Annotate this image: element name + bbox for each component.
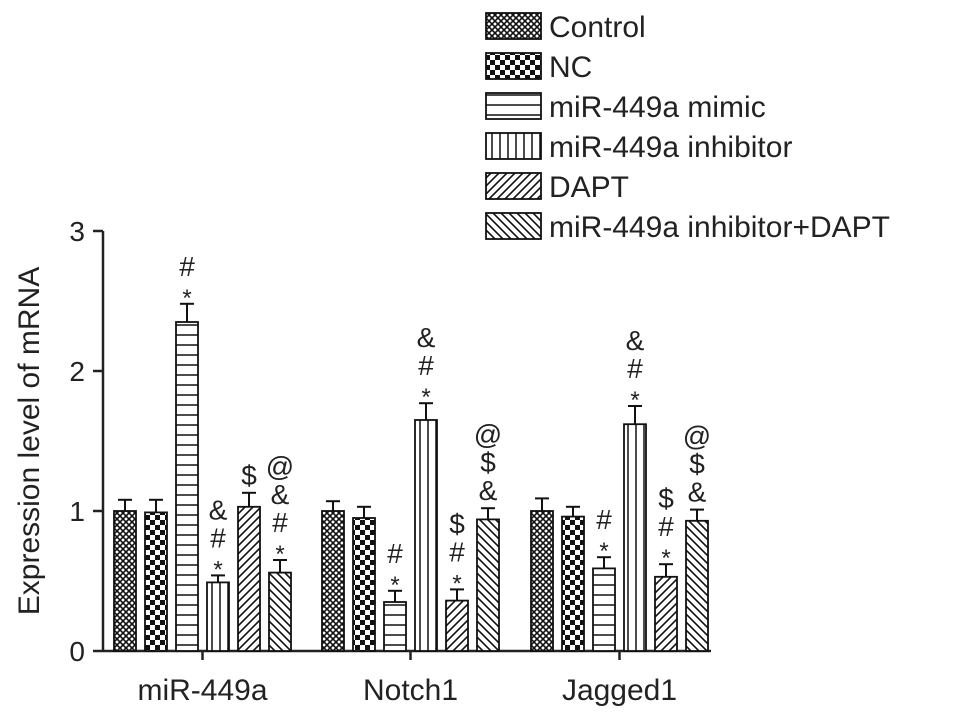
category-label: Notch1 bbox=[363, 674, 458, 707]
bar bbox=[206, 581, 230, 652]
y-tick-label: 3 bbox=[69, 216, 85, 247]
legend-label: NC bbox=[549, 51, 592, 84]
significance-mark: # bbox=[418, 350, 434, 381]
significance-mark: & bbox=[271, 479, 290, 510]
significance-mark: * bbox=[599, 538, 608, 565]
significance-mark: & bbox=[479, 475, 498, 506]
legend-swatch bbox=[485, 132, 542, 160]
category-label: miR-449a bbox=[137, 674, 267, 707]
bar bbox=[685, 519, 709, 652]
significance-mark: * bbox=[630, 387, 639, 414]
significance-mark: $ bbox=[658, 483, 674, 514]
bar bbox=[414, 419, 438, 652]
bar bbox=[237, 505, 261, 652]
legend-swatch bbox=[485, 52, 542, 80]
bars: *#*# *#*#&*#&*#&$*#$*#$*#&@&$@&$@ bbox=[113, 251, 711, 652]
legend-label: miR-449a mimic bbox=[549, 91, 766, 124]
y-tick-label: 1 bbox=[69, 496, 85, 527]
y-axis-label: Expression level of mRNA bbox=[13, 267, 46, 615]
significance-mark: & bbox=[417, 322, 436, 353]
bar bbox=[268, 571, 292, 652]
significance-mark: * bbox=[182, 285, 191, 312]
legend: Control NC miR-449a mimic miR-449a inhibito… bbox=[485, 11, 890, 244]
bar bbox=[530, 510, 554, 652]
category-label: Jagged1 bbox=[562, 674, 677, 707]
significance-mark: $ bbox=[449, 508, 465, 539]
bar bbox=[654, 575, 678, 652]
legend-label: miR-449a inhibitor bbox=[549, 131, 792, 164]
axes: 0 1 2 3 Expression level of mRNA miR-449a Notc… bbox=[13, 216, 711, 707]
significance-mark: & bbox=[626, 325, 645, 356]
bar bbox=[144, 511, 168, 652]
significance-mark: @ bbox=[474, 419, 502, 450]
significance-mark: * bbox=[452, 570, 461, 597]
legend-label: miR-449a inhibitor+DAPT bbox=[549, 211, 890, 244]
bar bbox=[476, 518, 500, 652]
significance-mark: $ bbox=[480, 447, 496, 478]
legend-swatch bbox=[485, 172, 542, 200]
significance-mark: # bbox=[179, 251, 195, 282]
significance-mark: @ bbox=[683, 421, 711, 452]
y-tick-label: 2 bbox=[69, 356, 85, 387]
legend-label: Control bbox=[549, 11, 646, 44]
significance-mark: * bbox=[390, 572, 399, 599]
significance-mark: # bbox=[658, 511, 674, 542]
significance-mark: # bbox=[596, 504, 612, 535]
significance-mark: * bbox=[275, 541, 284, 568]
significance-mark: # bbox=[272, 507, 288, 538]
legend-label: DAPT bbox=[549, 171, 629, 204]
significance-mark: * bbox=[213, 556, 222, 583]
bar bbox=[445, 599, 469, 652]
significance-mark: # bbox=[449, 536, 465, 567]
bar bbox=[561, 515, 585, 652]
significance-mark: $ bbox=[689, 449, 705, 480]
legend-swatch bbox=[485, 92, 542, 120]
bar bbox=[592, 567, 616, 652]
bar bbox=[352, 517, 376, 652]
bar bbox=[113, 510, 137, 652]
bar bbox=[321, 510, 345, 652]
legend-swatch bbox=[485, 212, 542, 240]
bar bbox=[175, 321, 199, 652]
legend-swatch bbox=[485, 12, 542, 40]
significance-mark: # bbox=[210, 522, 226, 553]
significance-mark: * bbox=[421, 384, 430, 411]
y-tick-label: 0 bbox=[69, 636, 85, 667]
significance-mark: $ bbox=[241, 460, 257, 491]
significance-mark: # bbox=[387, 538, 403, 569]
significance-mark: # bbox=[627, 353, 643, 384]
significance-mark: & bbox=[688, 477, 707, 508]
significance-mark: @ bbox=[266, 451, 294, 482]
bar bbox=[623, 423, 647, 652]
significance-mark: & bbox=[209, 494, 228, 525]
significance-mark: * bbox=[661, 545, 670, 572]
bar bbox=[383, 601, 407, 652]
